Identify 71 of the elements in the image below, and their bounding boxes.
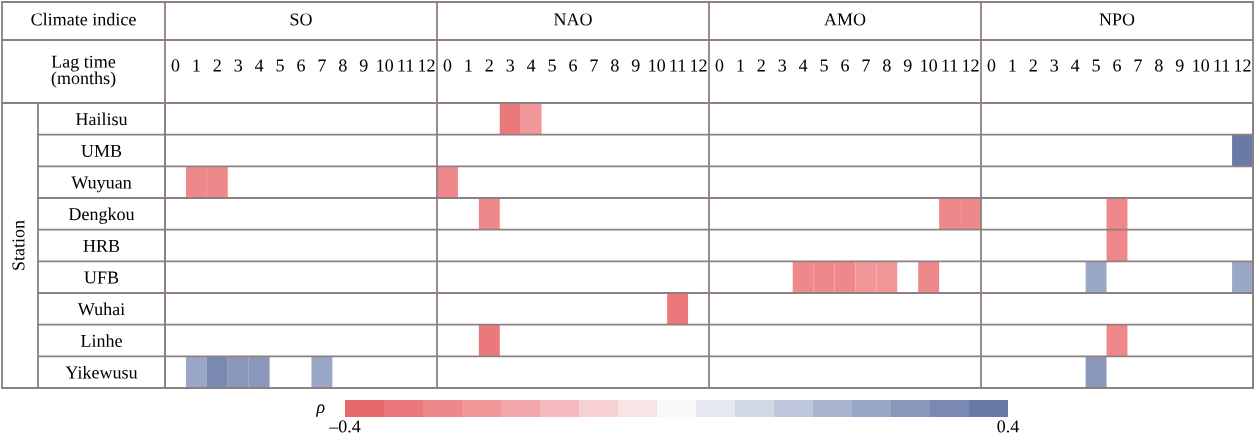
x-tick-label: 6 [569,59,577,72]
y-tick-label: Wuhai [77,302,125,316]
x-tick-label: 11 [1214,59,1230,72]
x-tick-label: 12 [691,59,707,72]
x-tick-label: 10 [921,59,938,72]
x-tick-label: 3 [778,59,787,72]
x-tick-label: 6 [841,59,849,72]
x-tick-label: 5 [1092,59,1100,72]
x-tick-label: 0 [171,59,180,72]
x-tick-label: 10 [1193,59,1210,72]
x-tick-label: 4 [254,59,264,72]
x-tick-label: 1 [1009,59,1016,72]
x-tick-label: 12 [963,59,979,72]
x-tick-label: 9 [631,59,640,72]
x-tick-label: 8 [1155,59,1163,72]
x-tick-label: 8 [611,59,619,72]
x-tick-label: 9 [903,59,912,72]
y-tick-label: Wuyuan [71,176,132,193]
x-tick-label: 10 [649,59,666,72]
x-tick-label: 10 [377,59,394,72]
x-tick-label: 3 [1050,59,1059,72]
x-tick-label: 11 [398,59,414,72]
x-tick-label: 9 [359,59,368,72]
y-axis-title: Station [12,220,25,270]
x-tick-label: 9 [1175,59,1184,72]
color-bar-title: ρ [315,404,325,417]
x-tick-label: 0 [987,59,996,72]
x-tick-label: 4 [798,59,808,72]
x-tick-label: 2 [757,59,765,72]
x-tick-label: 6 [1113,59,1121,72]
text: NAO [553,13,592,26]
x-tick-label: 1 [465,59,472,72]
color-bar-label: 0.4 [997,420,1019,433]
x-tick-label: 7 [590,59,598,72]
color-bar-label: –0.4 [329,420,361,433]
y-tick-label: HRB [83,239,120,252]
x-tick-label: 0 [443,59,452,72]
y-tick-label: UMB [81,144,122,157]
x-tick-label: 8 [883,59,891,72]
x-tick-label: 2 [1029,59,1037,72]
y-tick-label: Dengkou [68,207,135,224]
text: NPO [1099,13,1135,26]
x-tick-label: 11 [942,59,958,72]
y-tick-label: Hailisu [75,112,128,126]
x-tick-label: 12 [1235,59,1251,72]
x-tick-label: 1 [737,59,744,72]
x-tick-label: 12 [419,59,435,72]
text: AMO [824,13,866,26]
x-tick-label: 5 [820,59,828,72]
text: Lag time (months) [51,55,116,88]
x-tick-label: 7 [862,59,870,72]
x-tick-label: 6 [297,59,305,72]
y-tick-label: UFB [84,271,119,284]
x-tick-label: 7 [1134,59,1142,72]
text: Climate indice [31,12,136,26]
x-tick-label: 2 [485,59,493,72]
x-tick-label: 7 [318,59,326,72]
x-tick-label: 8 [339,59,347,72]
x-tick-label: 1 [193,59,200,72]
x-tick-label: 4 [526,59,536,72]
y-tick-label: Linhe [80,334,122,347]
x-tick-label: 5 [276,59,284,72]
x-tick-label: 4 [1070,59,1080,72]
text: SO [290,13,312,26]
x-tick-label: 3 [506,59,515,72]
x-tick-label: 3 [234,59,243,72]
y-tick-label: Yikewusu [65,365,138,379]
x-tick-label: 5 [548,59,556,72]
x-tick-label: 11 [670,59,686,72]
x-tick-label: 2 [213,59,221,72]
x-tick-label: 0 [715,59,724,72]
